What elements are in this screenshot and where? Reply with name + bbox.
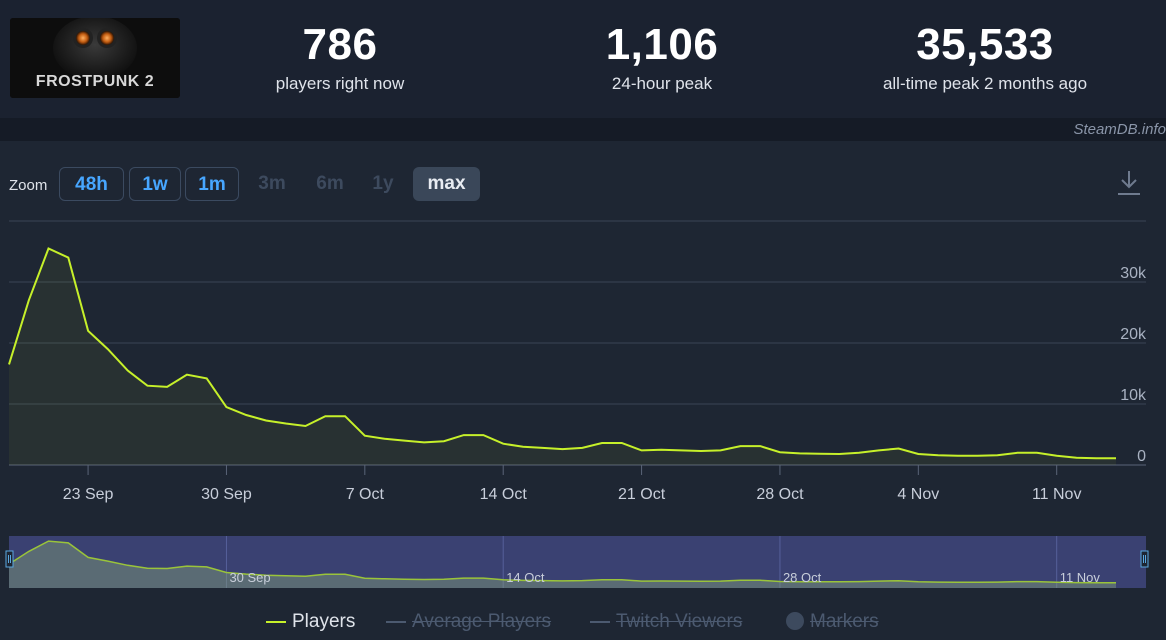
logo-wordmark: FROSTPUNK 2 xyxy=(36,73,154,90)
x-tick-label: 23 Sep xyxy=(63,486,114,503)
players-series-line[interactable] xyxy=(8,247,1116,460)
legend-twitch-viewers[interactable]: Twitch Viewers xyxy=(590,611,742,633)
x-tick-label: 14 Oct xyxy=(480,486,528,503)
y-tick-label: 20k xyxy=(1120,326,1147,343)
x-tick-label: 11 Nov xyxy=(1032,486,1082,503)
players-now-label: players right now xyxy=(275,74,405,93)
player-count-chart[interactable]: 0 10k 20k 30k 23 Sep 30 Sep 7 Oct 14 Oct 21 Oct 2… xyxy=(0,211,1166,571)
navigator-left-handle-icon[interactable] xyxy=(5,550,14,568)
y-tick-label: 10k xyxy=(1120,387,1147,404)
marker-dot-icon xyxy=(786,612,804,630)
stats-header: FROSTPUNK 2 786 players right now 1,106 … xyxy=(0,0,1166,118)
zoom-1w-button[interactable]: 1w xyxy=(129,167,181,201)
zoom-48h-button[interactable]: 48h xyxy=(59,167,124,201)
download-icon[interactable] xyxy=(1117,169,1141,197)
navigator-tick-label: 30 Sep xyxy=(229,570,270,585)
all-time-peak-label: all-time peak 2 months ago xyxy=(882,74,1088,93)
all-time-peak-value: 35,533 xyxy=(916,20,1054,69)
navigator-selection[interactable] xyxy=(9,536,1146,588)
stat-24h-peak: 1,106 24-hour peak xyxy=(562,22,762,94)
zoom-6m-button[interactable]: 6m xyxy=(316,173,344,194)
legend-average-players-label: Average Players xyxy=(412,611,552,632)
stat-players-now: 786 players right now xyxy=(240,22,440,94)
navigator-tick-label: 14 Oct xyxy=(506,570,545,585)
game-logo[interactable]: FROSTPUNK 2 xyxy=(10,18,180,98)
legend-twitch-viewers-label: Twitch Viewers xyxy=(616,611,743,632)
zoom-1y-button[interactable]: 1y xyxy=(372,173,394,194)
x-tick-label: 30 Sep xyxy=(201,486,252,503)
zoom-3m-button[interactable]: 3m xyxy=(258,173,286,194)
stat-all-time-peak: 35,533 all-time peak 2 months ago xyxy=(845,22,1125,94)
24h-peak-label: 24-hour peak xyxy=(611,74,713,93)
legend-markers[interactable]: Markers xyxy=(786,611,879,633)
y-tick-label: 30k xyxy=(1120,265,1147,282)
navigator-tick-label: 11 Nov xyxy=(1060,570,1101,585)
players-area-fill xyxy=(9,248,1116,465)
x-tick-label: 4 Nov xyxy=(897,486,939,503)
chart-panel: Zoom 48h 1w 1m 3m 6m 1y max 0 10k 20k 30k 23… xyxy=(0,141,1166,640)
y-tick-label: 0 xyxy=(1137,448,1146,465)
x-tick-label: 21 Oct xyxy=(618,486,666,503)
24h-peak-value: 1,106 xyxy=(605,20,719,69)
zoom-max-button[interactable]: max xyxy=(413,167,480,201)
legend-players-label: Players xyxy=(292,611,356,632)
navigator-tick-label: 28 Oct xyxy=(783,570,822,585)
zoom-label: Zoom xyxy=(9,177,48,194)
steamdb-credit[interactable]: SteamDB.info xyxy=(1073,121,1166,138)
x-tick-label: 7 Oct xyxy=(346,486,385,503)
x-tick-label: 28 Oct xyxy=(756,486,804,503)
navigator-series-line xyxy=(8,540,1116,584)
credit-bar: SteamDB.info xyxy=(0,118,1166,141)
players-now-value: 786 xyxy=(302,20,378,69)
legend-markers-label: Markers xyxy=(810,611,879,632)
legend-players[interactable]: Players xyxy=(266,611,355,633)
range-navigator[interactable]: 30 Sep 14 Oct 28 Oct 11 Nov xyxy=(0,534,1166,594)
legend-average-players[interactable]: Average Players xyxy=(386,611,551,633)
zoom-1m-button[interactable]: 1m xyxy=(185,167,239,201)
navigator-right-handle-icon[interactable] xyxy=(1140,550,1149,568)
